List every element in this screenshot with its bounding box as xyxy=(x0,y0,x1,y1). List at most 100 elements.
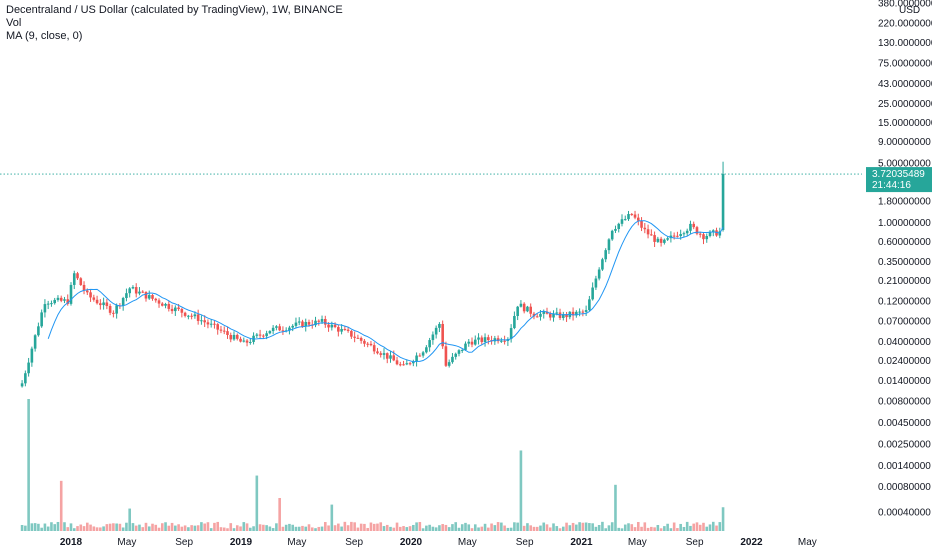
candle-body xyxy=(268,331,272,334)
volume-bar xyxy=(633,527,637,531)
candle-body xyxy=(366,343,369,345)
candle-body xyxy=(552,313,555,318)
candle-body xyxy=(607,239,611,251)
volume-bar xyxy=(79,524,83,531)
volume-bar xyxy=(575,524,578,531)
candle-body xyxy=(281,330,285,332)
candle-body xyxy=(500,340,503,342)
volume-bar xyxy=(33,523,37,531)
volume-bar xyxy=(317,526,321,531)
volume-bar xyxy=(190,525,193,531)
candle-body xyxy=(460,349,464,351)
candle-body xyxy=(235,334,239,339)
volume-bar xyxy=(689,525,692,531)
volume-bar xyxy=(385,524,389,531)
volume-bar xyxy=(350,521,353,531)
volume-bar xyxy=(66,527,70,531)
volume-bar xyxy=(434,527,438,531)
volume-bar xyxy=(297,526,301,531)
candle-body xyxy=(708,231,712,237)
candle-body xyxy=(415,355,418,362)
candle-body xyxy=(232,334,236,340)
volume-bar xyxy=(343,521,347,531)
volume-bar xyxy=(268,526,272,531)
candle-body xyxy=(519,303,523,307)
volume-bar xyxy=(721,507,725,531)
y-tick-label: 130.00000000 xyxy=(878,38,932,49)
volume-bar xyxy=(535,526,539,531)
volume-bar xyxy=(506,527,510,531)
volume-bar xyxy=(382,526,386,531)
candle-body xyxy=(503,340,506,342)
volume-bar xyxy=(157,527,161,531)
candle-body xyxy=(59,297,63,301)
volume-bar xyxy=(216,521,220,531)
volume-bar xyxy=(503,525,506,531)
y-tick-label: 380.00000000 xyxy=(878,0,932,10)
candle-body xyxy=(473,339,477,345)
candle-body xyxy=(89,292,92,298)
candle-body xyxy=(337,327,340,332)
candle-body xyxy=(216,324,220,330)
candle-body xyxy=(656,238,660,242)
volume-bar xyxy=(428,524,431,531)
y-tick-label: 5.00000000 xyxy=(878,159,931,170)
candle-body xyxy=(160,303,164,306)
candle-body xyxy=(539,313,542,317)
volume-bar xyxy=(76,526,79,531)
volume-bar xyxy=(40,527,43,531)
volume-bar xyxy=(698,524,702,531)
candle-body xyxy=(676,235,679,237)
volume-bar xyxy=(353,522,356,531)
candle-body xyxy=(431,334,435,341)
candle-body xyxy=(614,228,617,231)
candle-body xyxy=(467,341,471,344)
candle-body xyxy=(513,315,516,329)
volume-bar xyxy=(715,525,718,531)
candle-body xyxy=(438,323,441,328)
volume-bar xyxy=(121,527,125,531)
x-tick-label: May xyxy=(287,537,306,548)
price-badge-price: 3.72035489 xyxy=(872,169,925,180)
volume-bar xyxy=(578,522,581,531)
y-tick-label: 9.00000000 xyxy=(878,137,931,148)
candle-body xyxy=(663,239,666,243)
volume-bar xyxy=(669,528,673,531)
candle-body xyxy=(516,306,519,316)
volume-bar xyxy=(584,522,588,531)
volume-bar xyxy=(209,528,213,531)
volume-bars xyxy=(20,399,725,531)
candle-body xyxy=(76,273,79,279)
candle-body xyxy=(601,259,604,270)
candle-body xyxy=(698,233,702,235)
candle-body xyxy=(591,287,594,300)
candle-body xyxy=(294,322,298,326)
candle-body xyxy=(571,311,575,316)
volume-bar xyxy=(526,523,529,531)
x-tick-label: 2019 xyxy=(230,537,253,548)
candle-body xyxy=(151,295,154,299)
volume-bar xyxy=(102,526,105,531)
candle-body xyxy=(239,338,242,342)
volume-bar xyxy=(552,523,555,531)
candle-body xyxy=(37,326,40,336)
candle-body xyxy=(72,273,76,285)
candle-body xyxy=(170,308,174,312)
candle-body xyxy=(128,288,131,294)
candle-body xyxy=(193,314,197,317)
y-tick-label: 0.00800000 xyxy=(878,397,931,408)
candle-body xyxy=(412,361,415,364)
candle-body xyxy=(92,297,96,300)
candle-body xyxy=(63,299,66,301)
candle-body xyxy=(584,310,588,312)
y-tick-label: 0.35000000 xyxy=(878,257,931,268)
candle-body xyxy=(226,331,229,335)
volume-bar xyxy=(441,524,444,531)
x-tick-label: May xyxy=(628,537,647,548)
candle-body xyxy=(526,306,529,312)
volume-bar xyxy=(206,522,210,531)
candle-body xyxy=(434,327,438,335)
volume-bar xyxy=(56,521,60,531)
volume-bar xyxy=(539,525,542,531)
